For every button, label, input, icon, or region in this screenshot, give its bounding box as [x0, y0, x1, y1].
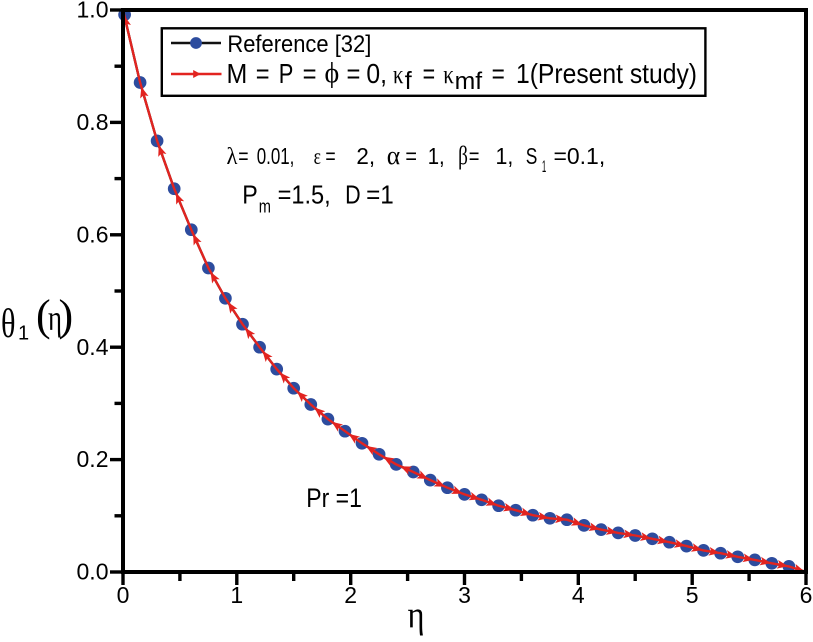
- svg-text:0.2: 0.2: [77, 446, 109, 472]
- svg-text:0.8: 0.8: [77, 109, 109, 135]
- svg-text:3: 3: [458, 582, 471, 608]
- svg-text:0: 0: [117, 582, 130, 608]
- svg-text:η: η: [48, 298, 62, 338]
- svg-text:S: S: [526, 143, 538, 169]
- svg-text:η: η: [408, 595, 425, 637]
- svg-text:2: 2: [344, 582, 357, 608]
- svg-text:m: m: [259, 197, 271, 217]
- svg-text:0.01,: 0.01,: [257, 143, 295, 169]
- svg-text:P: P: [242, 179, 258, 209]
- svg-text:(: (: [36, 291, 51, 340]
- svg-text:M: M: [227, 58, 248, 89]
- svg-text:α: α: [387, 141, 401, 170]
- svg-text:1: 1: [542, 157, 546, 176]
- svg-text:ε: ε: [314, 144, 321, 169]
- svg-text:=0.1,: =0.1,: [554, 143, 606, 169]
- svg-text:θ: θ: [1, 300, 15, 346]
- svg-text:1(Present study): 1(Present study): [516, 58, 697, 89]
- svg-text:=: =: [347, 58, 361, 89]
- svg-text:β: β: [458, 141, 468, 170]
- svg-text:P: P: [279, 58, 294, 89]
- svg-text:=: =: [303, 58, 317, 89]
- svg-text:1: 1: [230, 582, 243, 608]
- svg-text:): ): [59, 291, 74, 340]
- svg-text:=1: =1: [366, 179, 394, 209]
- svg-text:=: =: [256, 58, 270, 89]
- svg-text:Pr =1: Pr =1: [306, 483, 362, 513]
- svg-text:f: f: [405, 67, 412, 95]
- svg-text:λ: λ: [227, 143, 238, 170]
- svg-text:ϕ: ϕ: [325, 58, 340, 89]
- svg-text:=: =: [325, 143, 335, 169]
- svg-text:=: =: [492, 58, 505, 89]
- svg-text:1.0: 1.0: [77, 0, 109, 23]
- svg-text:=: =: [238, 143, 248, 169]
- svg-text:5: 5: [686, 582, 699, 608]
- svg-text:κ: κ: [393, 60, 404, 89]
- svg-text:1,: 1,: [496, 143, 514, 169]
- svg-text:1,: 1,: [428, 143, 445, 169]
- svg-text:κ: κ: [443, 60, 454, 89]
- svg-text:=: =: [469, 143, 480, 169]
- svg-text:0.4: 0.4: [77, 334, 109, 360]
- svg-text:4: 4: [572, 582, 585, 608]
- svg-text:mf: mf: [455, 68, 483, 95]
- svg-text:6: 6: [800, 582, 813, 608]
- svg-text:=: =: [423, 58, 436, 89]
- svg-text:0.6: 0.6: [77, 221, 109, 247]
- svg-text:0.0: 0.0: [77, 559, 109, 585]
- svg-text:=1.5,: =1.5,: [278, 179, 331, 209]
- svg-text:=: =: [405, 143, 417, 169]
- svg-text:Reference [32]: Reference [32]: [227, 31, 371, 58]
- svg-text:2,: 2,: [356, 143, 375, 169]
- svg-text:D: D: [345, 179, 361, 209]
- svg-text:1: 1: [18, 323, 29, 345]
- svg-text:0,: 0,: [366, 58, 387, 89]
